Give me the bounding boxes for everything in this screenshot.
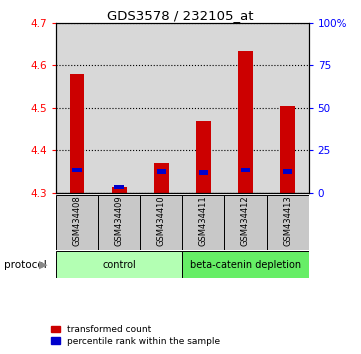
Text: GSM434410: GSM434410 bbox=[157, 196, 166, 246]
Bar bbox=[238, 51, 253, 193]
Bar bbox=[114, 184, 124, 189]
Text: GSM434411: GSM434411 bbox=[199, 196, 208, 246]
Text: control: control bbox=[102, 259, 136, 270]
Bar bbox=[140, 195, 182, 250]
Bar bbox=[199, 170, 208, 175]
Text: ▶: ▶ bbox=[39, 260, 48, 270]
Bar bbox=[154, 163, 169, 193]
Text: GDS3578 / 232105_at: GDS3578 / 232105_at bbox=[107, 9, 254, 22]
Bar bbox=[72, 167, 82, 172]
Bar bbox=[283, 169, 292, 174]
Bar bbox=[182, 195, 225, 250]
Text: protocol: protocol bbox=[4, 260, 46, 270]
Text: GSM434412: GSM434412 bbox=[241, 196, 250, 246]
Bar bbox=[56, 251, 182, 278]
Text: GSM434409: GSM434409 bbox=[115, 196, 123, 246]
Bar bbox=[157, 169, 166, 174]
Bar bbox=[98, 195, 140, 250]
Text: GSM434413: GSM434413 bbox=[283, 196, 292, 246]
Bar bbox=[241, 167, 250, 172]
Text: beta-catenin depletion: beta-catenin depletion bbox=[190, 259, 301, 270]
Bar bbox=[266, 195, 309, 250]
Legend: transformed count, percentile rank within the sample: transformed count, percentile rank withi… bbox=[52, 325, 220, 346]
Bar bbox=[182, 251, 309, 278]
Bar bbox=[280, 106, 295, 193]
Text: GSM434408: GSM434408 bbox=[73, 196, 82, 246]
Bar bbox=[112, 187, 126, 193]
Bar bbox=[56, 195, 98, 250]
Bar bbox=[225, 195, 266, 250]
Bar bbox=[70, 74, 84, 193]
Bar bbox=[196, 121, 211, 193]
